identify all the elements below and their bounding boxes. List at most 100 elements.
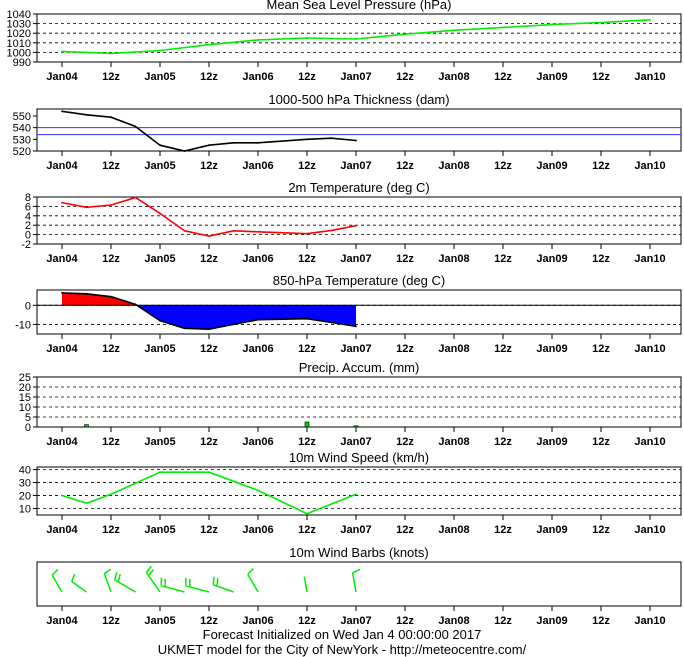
mslp-xtick-label: 12z	[200, 71, 218, 83]
thickness-xtick-label: 12z	[298, 160, 316, 172]
barbs-barb-feather	[147, 569, 155, 577]
thickness-xtick-label: Jan07	[340, 160, 371, 172]
thickness-data-point	[355, 139, 357, 142]
thickness-ytick-label: 520	[13, 146, 31, 158]
thickness-xtick-label: 12z	[592, 160, 610, 172]
thickness-ytick-label: 540	[13, 123, 31, 135]
thickness-data-point	[134, 125, 137, 128]
barbs-title: 10m Wind Barbs (knots)	[289, 545, 428, 560]
t2m-xtick-label: 12z	[592, 253, 610, 265]
thickness-xtick-label: 12z	[102, 160, 120, 172]
t2m-xtick-label: Jan10	[634, 253, 665, 265]
barbs-frame	[36, 561, 682, 607]
barbs-xtick-label: 12z	[494, 615, 512, 627]
mslp-ytick-label: 1010	[7, 38, 31, 50]
t2m-xtick-label: 12z	[102, 253, 120, 265]
thickness-series-line	[61, 110, 357, 152]
precip-ytick-label: 5	[25, 412, 31, 424]
mslp-series-line	[61, 19, 651, 55]
t2m-ytick-label: 2	[25, 220, 31, 232]
precip-bar	[304, 421, 310, 428]
precip-xtick-label: 12z	[200, 436, 218, 448]
thickness-data-point	[257, 141, 259, 144]
wind-xtick-label: 12z	[200, 524, 218, 536]
thickness-title: 1000-500 hPa Thickness (dam)	[268, 92, 449, 107]
t850-ytick-label: -10	[15, 319, 31, 331]
precip-xtick-label: 12z	[494, 436, 512, 448]
mslp-data-point	[453, 29, 455, 32]
t850-data-point	[257, 318, 259, 321]
t850-xtick-label: Jan04	[46, 343, 78, 355]
t2m-series-line	[61, 196, 357, 237]
t2m-data-point	[257, 230, 259, 233]
wind-frame	[36, 466, 682, 516]
barbs-xtick-label: 12z	[298, 615, 316, 627]
mslp-ytick-label: 1020	[7, 28, 31, 40]
precip-xtick-label: Jan09	[536, 436, 567, 448]
mslp-ytick-label: 1030	[7, 19, 31, 31]
thickness-xtick-label: 12z	[200, 160, 218, 172]
thickness-xtick-label: Jan05	[144, 160, 175, 172]
barbs-xtick-label: Jan06	[242, 615, 273, 627]
barbs-xtick-label: 12z	[592, 615, 610, 627]
t2m-xtick-label: 12z	[200, 253, 218, 265]
mslp-panel: Mean Sea Level Pressure (hPa) 99010001010…	[7, 0, 682, 83]
wind-data-point	[61, 494, 63, 497]
wind-title: 10m Wind Speed (km/h)	[289, 450, 429, 465]
t2m-data-point	[85, 206, 88, 209]
t850-xtick-label: Jan07	[340, 343, 371, 355]
t850-positive-area	[62, 292, 137, 306]
t850-data-point	[134, 303, 137, 306]
mslp-frame	[36, 13, 682, 63]
t850-data-point	[355, 325, 357, 328]
t2m-xtick-label: 12z	[494, 253, 512, 265]
wind-data-point	[208, 471, 210, 474]
mslp-data-point	[551, 23, 553, 26]
barbs-xtick-label: Jan05	[144, 615, 175, 627]
t850-data-point	[110, 295, 112, 298]
thickness-panel: 1000-500 hPa Thickness (dam) 520530540550…	[13, 92, 682, 172]
thickness-data-point	[306, 138, 308, 141]
t2m-ytick-label: 6	[25, 201, 31, 213]
forecast-init-text: Forecast Initialized on Wed Jan 4 00:00:…	[202, 627, 482, 642]
precip-ytick-label: 15	[19, 392, 31, 404]
mslp-xtick-label: 12z	[396, 71, 414, 83]
t850-xtick-label: Jan09	[536, 343, 567, 355]
wind-xtick-label: Jan08	[438, 524, 469, 536]
precip-frame	[36, 376, 682, 428]
t850-xtick-label: 12z	[494, 343, 512, 355]
t2m-xtick-label: Jan04	[46, 253, 78, 265]
barbs-xtick-label: Jan07	[340, 615, 371, 627]
thickness-xtick-label: 12z	[494, 160, 512, 172]
thickness-xtick-label: Jan10	[634, 160, 665, 172]
mslp-xtick-label: 12z	[298, 71, 316, 83]
wind-ytick-label: 10	[19, 504, 31, 516]
thickness-ytick-label: 550	[13, 111, 31, 123]
mslp-xtick-label: Jan08	[438, 71, 469, 83]
t850-xtick-label: Jan10	[634, 343, 665, 355]
mslp-data-point	[110, 52, 112, 55]
t850-xtick-label: Jan05	[144, 343, 175, 355]
thickness-data-point	[61, 110, 63, 113]
thickness-data-point	[85, 113, 88, 116]
wind-xtick-label: Jan05	[144, 524, 175, 536]
t850-xtick-label: 12z	[592, 343, 610, 355]
t2m-xtick-label: 12z	[396, 253, 414, 265]
precip-ytick-label: 0	[25, 422, 31, 434]
t2m-data-point	[208, 235, 210, 237]
wind-xtick-label: 12z	[592, 524, 610, 536]
mslp-ytick-label: 1000	[7, 47, 31, 59]
t2m-ytick-label: 0	[25, 230, 31, 242]
barbs-barb-feather	[145, 565, 152, 573]
t2m-xtick-label: Jan09	[536, 253, 567, 265]
t2m-ytick-label: 4	[25, 211, 31, 223]
mslp-xtick-label: Jan05	[144, 71, 175, 83]
wind-data-point	[110, 493, 112, 496]
precip-xtick-label: 12z	[592, 436, 610, 448]
precip-ytick-label: 10	[19, 402, 31, 414]
precip-xtick-label: Jan05	[144, 436, 175, 448]
mslp-xtick-label: 12z	[102, 71, 120, 83]
thickness-xtick-label: Jan09	[536, 160, 567, 172]
t2m-frame	[36, 196, 682, 245]
barbs-xtick-label: Jan04	[46, 615, 78, 627]
